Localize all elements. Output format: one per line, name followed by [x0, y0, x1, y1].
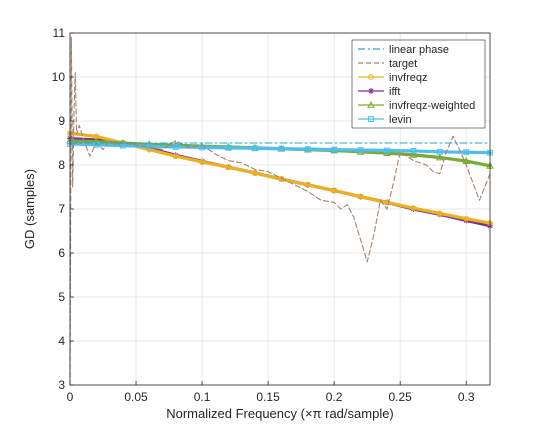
y-tick-label: 8 — [58, 158, 65, 172]
data-point-invfreqz-weighted — [435, 153, 444, 161]
legend-marker — [367, 100, 375, 108]
data-point-invfreqz — [172, 153, 179, 160]
data-point-levin — [146, 143, 153, 150]
legend-label: levin — [389, 114, 412, 126]
legend-entry-ifft: ifft — [358, 86, 400, 98]
data-point-levin — [384, 147, 390, 154]
data-point-levin — [304, 146, 311, 153]
legend-label: ifft — [389, 86, 400, 98]
series-line-levin — [68, 142, 492, 155]
x-tick-label: 0.1 — [194, 390, 211, 404]
legend-label: target — [389, 58, 417, 70]
legend-label: linear phase — [389, 44, 449, 56]
data-point-levin — [252, 145, 258, 152]
legend-marker — [368, 88, 374, 94]
series-line-target — [69, 36, 491, 386]
legend-entry-invfreqz-weighted: invfreqz-weighted — [358, 100, 475, 112]
data-point-invfreqz — [225, 164, 232, 171]
y-axis-label: GD (samples) — [22, 169, 37, 249]
y-tick-label: 10 — [52, 70, 66, 84]
legend-label: invfreqz-weighted — [389, 100, 475, 112]
data-point-levin — [463, 149, 470, 156]
y-tick-label: 9 — [58, 114, 65, 128]
data-point-levin — [410, 148, 417, 154]
x-tick-label: 0.25 — [389, 390, 413, 404]
x-tick-label: 0.3 — [458, 390, 475, 404]
y-tick-label: 4 — [58, 334, 65, 348]
data-point-invfreqz-weighted — [462, 157, 471, 164]
data-point-levin — [172, 144, 179, 150]
data-point-levin — [357, 147, 364, 153]
data-point-levin — [278, 145, 285, 152]
data-point-invfreqz — [357, 193, 364, 200]
data-point-invfreqz — [252, 170, 258, 176]
data-point-levin — [225, 144, 232, 151]
legend-entry-levin: levin — [358, 114, 412, 126]
data-point-invfreqz — [331, 187, 338, 194]
y-tick-label: 6 — [58, 246, 65, 260]
tick-marks — [69, 32, 467, 386]
data-point-invfreqz-weighted — [409, 150, 418, 158]
y-tick-label: 7 — [58, 202, 65, 216]
legend-entries: linear phase target invfreqz ifft invfreqz-w… — [358, 44, 475, 126]
data-point-invfreqz — [410, 205, 417, 212]
y-tick-label: 11 — [53, 26, 66, 40]
data-point-levin — [331, 146, 338, 153]
x-tick-label: 0 — [67, 390, 74, 404]
x-tick-label: 0.2 — [326, 390, 343, 404]
x-tick-label: 0.15 — [256, 390, 280, 404]
data-point-invfreqz — [304, 181, 311, 188]
data-point-invfreqz — [436, 210, 443, 217]
data-point-invfreqz — [384, 199, 390, 206]
legend-marker — [368, 74, 374, 80]
y-tick-label: 3 — [58, 378, 65, 392]
data-point-levin — [436, 148, 443, 155]
legend-entry-target: target — [358, 58, 417, 70]
y-tick-label: 5 — [58, 290, 65, 304]
legend-marker — [368, 116, 374, 122]
series-layer — [66, 36, 494, 386]
x-tick-label: 0.05 — [124, 390, 148, 404]
y-tick-labels: 3 4 5 6 7 8 9 10 11 — [52, 26, 66, 392]
data-point-invfreqz — [463, 215, 470, 222]
legend-box — [351, 39, 486, 129]
series-target — [69, 36, 491, 386]
legend: linear phase target invfreqz ifft invfreqz-w… — [351, 39, 486, 129]
data-point-invfreqz — [199, 159, 205, 165]
x-axis-label: Normalized Frequency (×π rad/sample) — [166, 406, 394, 421]
x-tick-labels: 0 0.05 0.1 0.15 0.2 0.25 0.3 — [67, 390, 475, 404]
legend-entry-linear-phase: linear phase — [358, 44, 449, 56]
legend-label: invfreqz — [389, 72, 428, 84]
legend-entry-invfreqz: invfreqz — [358, 72, 428, 84]
